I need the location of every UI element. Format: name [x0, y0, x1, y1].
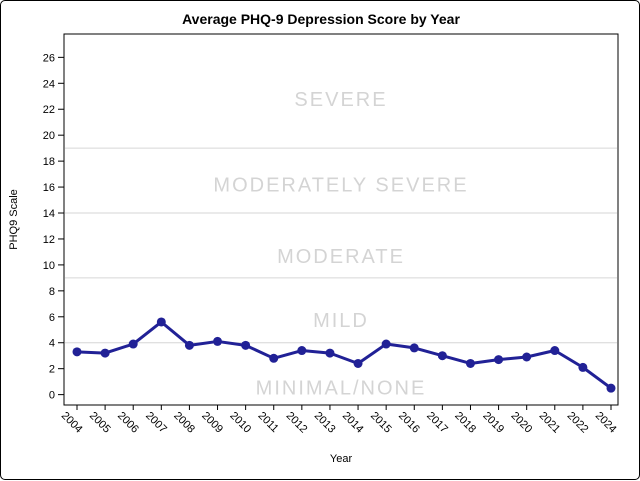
y-axis-tick-label: 22 [43, 104, 55, 116]
x-axis-tick-label: 2005 [87, 410, 113, 436]
data-point-marker [128, 339, 138, 349]
severity-band-label: MODERATE [277, 246, 405, 268]
data-point-marker [297, 346, 307, 356]
x-axis-tick-label: 2009 [199, 410, 225, 436]
data-point-marker [241, 340, 251, 350]
x-axis-tick-label: 2013 [312, 410, 338, 436]
x-axis-tick-label: 2018 [452, 410, 478, 436]
plot-frame [63, 33, 619, 406]
severity-band-label: SEVERE [294, 89, 387, 111]
x-axis-tick-label: 2015 [368, 410, 394, 436]
y-axis-tick-label: 10 [43, 260, 55, 272]
data-point-marker [550, 346, 560, 356]
y-axis-tick-label: 26 [43, 52, 55, 64]
x-axis-tick-label: 2006 [115, 410, 141, 436]
x-axis-tick-label: 2007 [143, 410, 169, 436]
y-axis-tick-label: 12 [43, 234, 55, 246]
y-axis-tick-label: 4 [49, 338, 55, 350]
data-point-marker [100, 348, 110, 358]
y-axis-tick-label: 6 [49, 312, 55, 324]
x-axis-tick-label: 2008 [171, 410, 197, 436]
x-axis-tick-label: 2011 [256, 410, 281, 435]
data-point-marker [465, 358, 475, 368]
chart-title: Average PHQ-9 Depression Score by Year [182, 11, 460, 27]
y-axis-tick-label: 8 [49, 286, 55, 298]
series-line [75, 320, 613, 390]
x-axis-tick-label: 2020 [508, 410, 534, 436]
data-point-marker [522, 352, 532, 362]
data-point-marker [606, 383, 616, 393]
data-point-marker [494, 355, 504, 365]
y-axis-tick-label: 24 [43, 78, 55, 90]
y-axis-tick-label: 18 [43, 156, 55, 168]
x-axis-tick-label: 2021 [537, 410, 563, 436]
y-axis-tick-label: 16 [43, 182, 55, 194]
data-point-marker [213, 336, 223, 346]
severity-band-label: MILD [313, 310, 369, 332]
data-point-marker [578, 362, 588, 372]
x-axis-tick-label: 2010 [227, 410, 253, 436]
x-axis-tick-label: 2012 [284, 410, 310, 436]
y-axis-tick-label: 14 [43, 208, 55, 220]
data-point-marker [72, 347, 82, 357]
x-axis-tick-label: 2022 [565, 410, 591, 436]
x-axis-tick-label: 2019 [480, 410, 506, 436]
data-point-marker [156, 317, 166, 327]
data-point-marker [409, 343, 419, 353]
y-axis-tick-label: 20 [43, 130, 55, 142]
data-point-marker [325, 348, 335, 358]
x-axis-tick-label: 2017 [424, 410, 450, 436]
data-point-marker [353, 358, 363, 368]
y-axis-tick-label: 0 [49, 390, 55, 402]
severity-band-label: MODERATELY SEVERE [213, 174, 468, 196]
x-axis-tick-label: 2014 [340, 410, 366, 436]
data-point-marker [437, 351, 447, 361]
x-axis-tick-label: 2024 [593, 410, 619, 436]
data-point-marker [381, 339, 391, 349]
severity-band-label: MINIMAL/NONE [256, 377, 427, 399]
data-point-marker [184, 340, 194, 350]
x-axis-tick-label: 2016 [396, 410, 422, 436]
data-point-marker [269, 353, 279, 363]
y-axis-title: PHQ9 Scale [8, 189, 20, 250]
x-axis-title: Year [330, 453, 353, 465]
x-axis-tick-label: 2004 [59, 410, 85, 436]
y-axis-tick-label: 2 [49, 364, 55, 376]
